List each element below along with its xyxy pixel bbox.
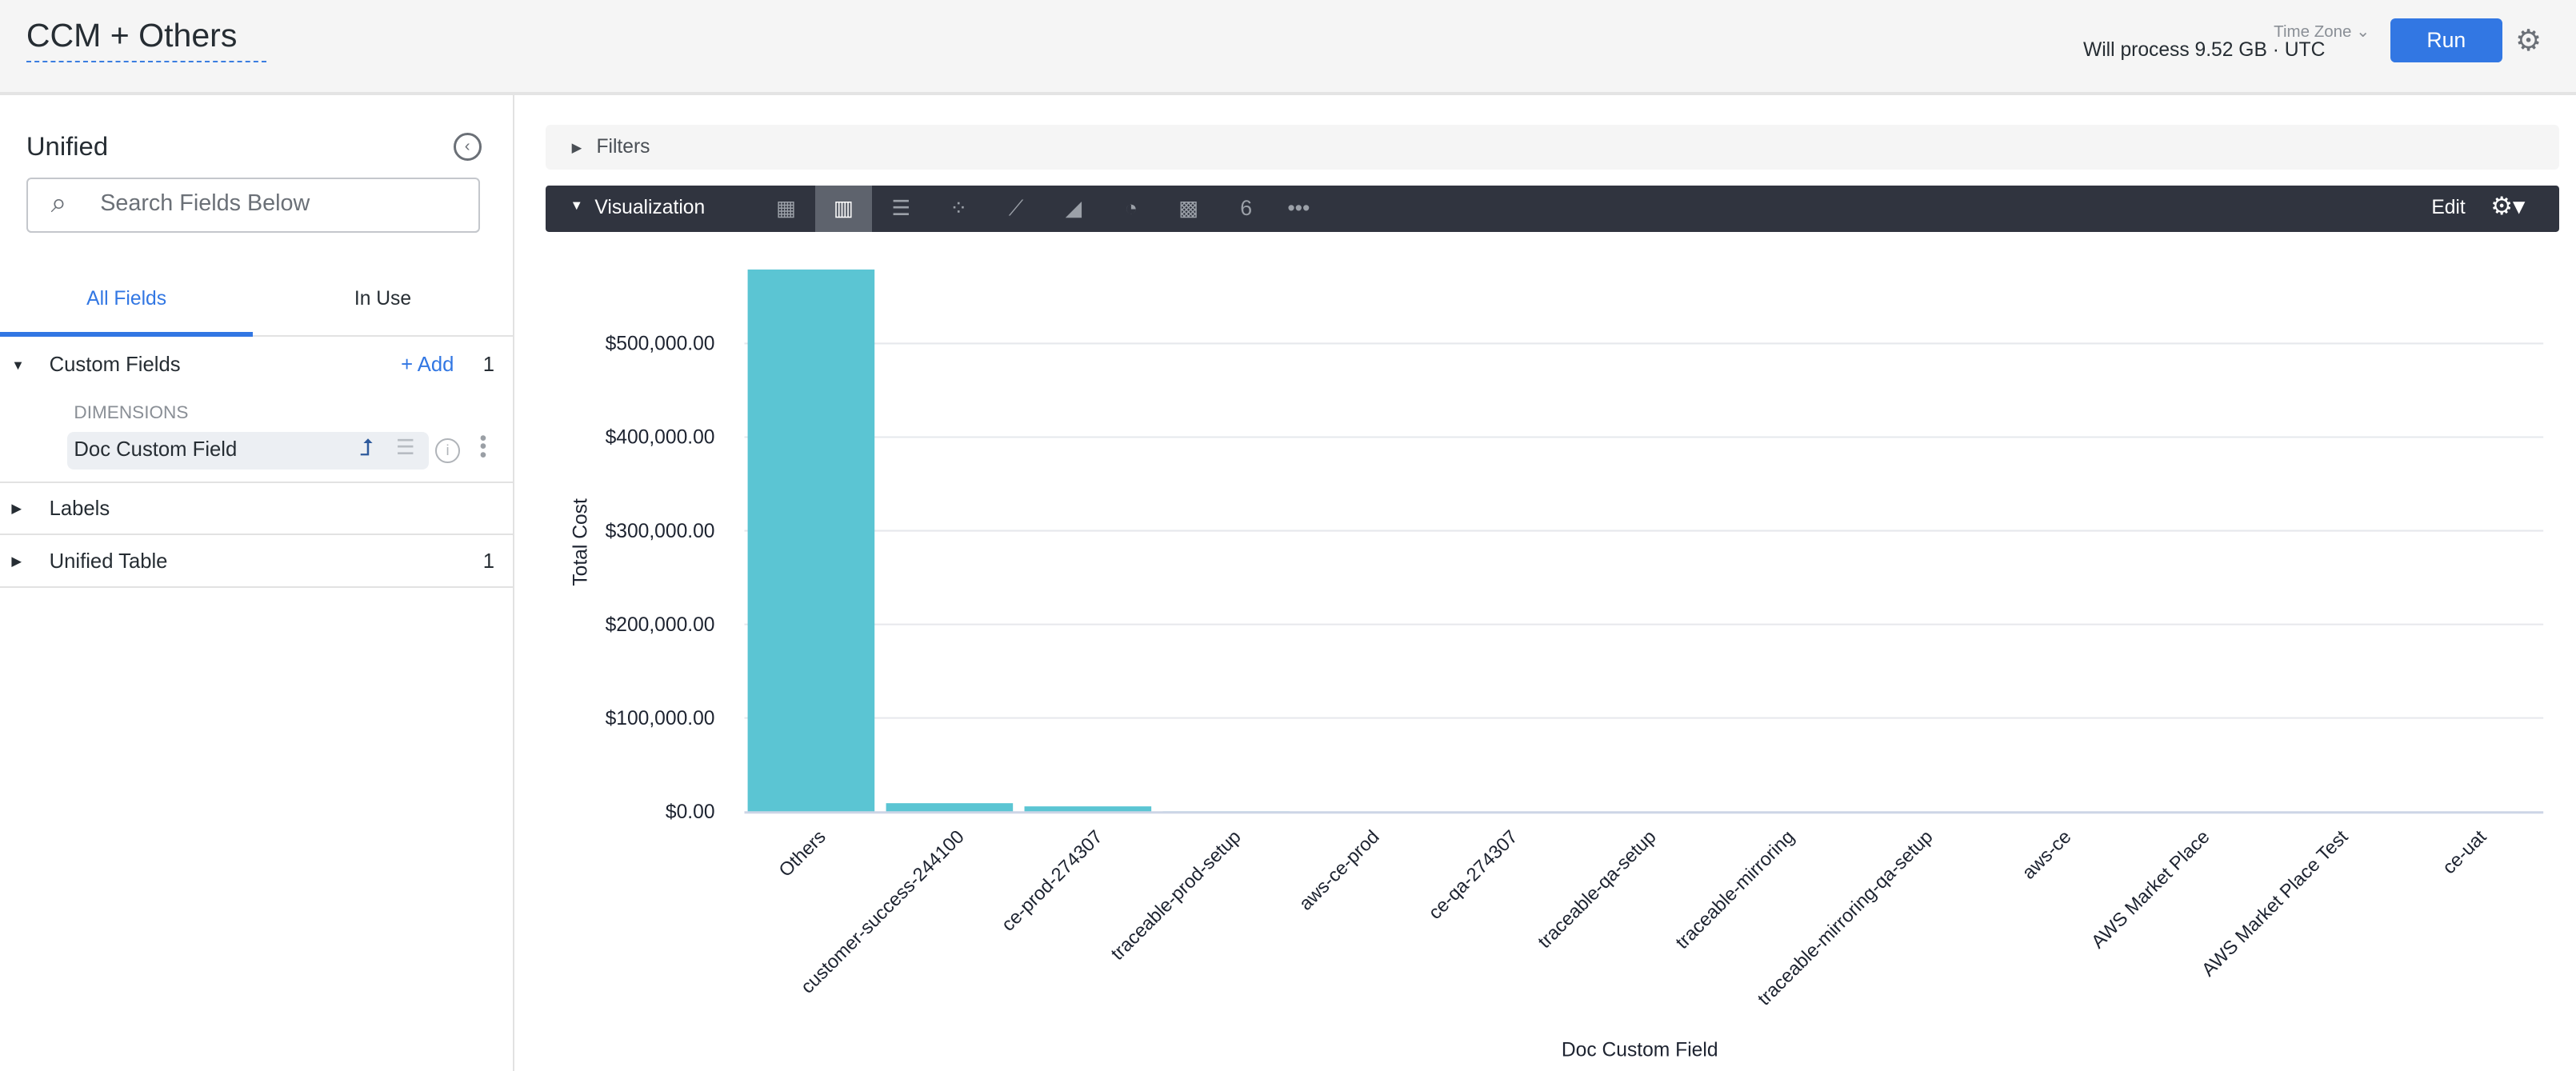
y-tick-label: $200,000.00 (605, 614, 714, 636)
y-tick-label: $400,000.00 (605, 426, 714, 448)
x-tick-label: traceable-mirroring (1672, 826, 1798, 953)
caret-down-icon[interactable]: ▼ (570, 198, 583, 214)
field-label: Doc Custom Field (74, 438, 237, 462)
time-zone-dropdown[interactable]: Time Zone ⌄ (2274, 22, 2370, 42)
add-custom-field-button[interactable]: + Add (401, 354, 454, 377)
column-chart: $0.00 $100,000.00 $200,000.00 $300,000.00 $4… (546, 238, 2560, 1071)
process-estimate: Will process 9.52 GB · UTC (2083, 39, 2325, 62)
x-tick-label: ce-uat (2438, 826, 2490, 878)
column-chart-icon[interactable]: ▥ (815, 186, 873, 232)
x-tick-label: traceable-qa-setup (1534, 826, 1661, 953)
x-tick-label: AWS Market Place (2087, 826, 2214, 953)
gear-icon[interactable]: ⚙▾ (2490, 192, 2525, 221)
field-tabs: All Fields In Use (0, 266, 513, 337)
line-chart-icon[interactable]: ⟋ (987, 186, 1045, 232)
filters-label: Filters (596, 136, 650, 158)
x-tick-label: traceable-prod-setup (1107, 826, 1245, 964)
scatter-icon[interactable]: ⁘ (930, 186, 987, 232)
more-vert-icon[interactable]: ••• (480, 435, 487, 460)
bar (886, 803, 1013, 812)
visualization-bar: ▼ Visualization ▦ ▥ ☰ ⁘ ⟋ ◢ ◔ ▩ 6 ••• Ed… (546, 186, 2560, 232)
y-tick-label: $100,000.00 (605, 708, 714, 729)
section-count: 1 (483, 550, 494, 573)
x-tick-label: ce-qa-274307 (1425, 826, 1522, 923)
chevron-down-icon: ⌄ (2356, 22, 2370, 41)
time-zone-label: Time Zone (2274, 22, 2351, 41)
edit-button[interactable]: Edit (2431, 197, 2465, 219)
header: CCM + Others Time Zone ⌄ Will process 9.… (0, 0, 2576, 95)
x-tick-label: aws-ce (2018, 826, 2075, 883)
run-button[interactable]: Run (2390, 18, 2502, 62)
gear-icon[interactable]: ⚙ (2515, 23, 2542, 58)
pie-chart-icon[interactable]: ◔ (1102, 186, 1160, 232)
search-icon: ⌕ (51, 187, 67, 219)
page-title[interactable]: CCM + Others (26, 17, 266, 62)
y-axis-title: Total Cost (570, 498, 591, 586)
more-icon[interactable]: ••• (1270, 186, 1327, 232)
y-tick-label: $300,000.00 (605, 521, 714, 542)
x-tick-label: ce-prod-274307 (998, 826, 1106, 935)
section-unified-table[interactable]: ▶ Unified Table 1 (0, 535, 513, 588)
field-item[interactable]: Doc Custom Field ⮥ ☰ (67, 432, 429, 470)
section-labels[interactable]: ▶ Labels (0, 483, 513, 536)
x-tick-label: aws-ce-prod (1295, 826, 1383, 914)
caret-right-icon: ▶ (572, 140, 582, 156)
bar (1024, 806, 1151, 812)
tab-all-fields[interactable]: All Fields (0, 266, 253, 337)
bar (747, 270, 874, 812)
field-picker: Unified ‹ ⌕ All Fields In Use ▼ Custom F… (0, 95, 514, 1071)
pivot-icon[interactable]: ⮥ (360, 435, 374, 462)
section-label: Labels (50, 498, 110, 521)
bar-chart-icon[interactable]: ☰ (872, 186, 930, 232)
x-axis-title: Doc Custom Field (1562, 1039, 1718, 1061)
filters-bar[interactable]: ▶ Filters (546, 125, 2560, 169)
section-label: Unified Table (50, 550, 168, 573)
map-icon[interactable]: ▩ (1160, 186, 1218, 232)
caret-right-icon: ▶ (11, 553, 22, 569)
section-label[interactable]: Custom Fields (50, 354, 181, 377)
visualization-label[interactable]: Visualization (594, 197, 705, 219)
y-tick-label: $500,000.00 (605, 333, 714, 354)
tab-in-use[interactable]: In Use (253, 266, 512, 335)
explore-title: Unified (26, 131, 108, 162)
x-tick-label: AWS Market Place Test (2198, 826, 2352, 981)
x-tick-label: customer-success-244100 (797, 826, 968, 997)
caret-down-icon[interactable]: ▼ (11, 358, 24, 374)
collapse-icon[interactable]: ‹ (454, 133, 482, 161)
section-custom-fields: ▼ Custom Fields + Add 1 DIMENSIONS Doc C… (0, 337, 513, 483)
single-value-icon[interactable]: 6 (1218, 186, 1275, 232)
area-chart-icon[interactable]: ◢ (1045, 186, 1102, 232)
search-input[interactable] (97, 189, 465, 218)
dimensions-heading: DIMENSIONS (74, 402, 188, 423)
table-icon[interactable]: ▦ (758, 186, 815, 232)
y-tick-label: $0.00 (666, 801, 715, 823)
info-icon[interactable]: i (435, 438, 460, 463)
search-box: ⌕ (26, 178, 480, 234)
section-count: 1 (483, 354, 494, 377)
filter-icon[interactable]: ☰ (396, 435, 415, 460)
caret-right-icon: ▶ (11, 501, 22, 517)
x-tick-label: Others (775, 826, 830, 881)
